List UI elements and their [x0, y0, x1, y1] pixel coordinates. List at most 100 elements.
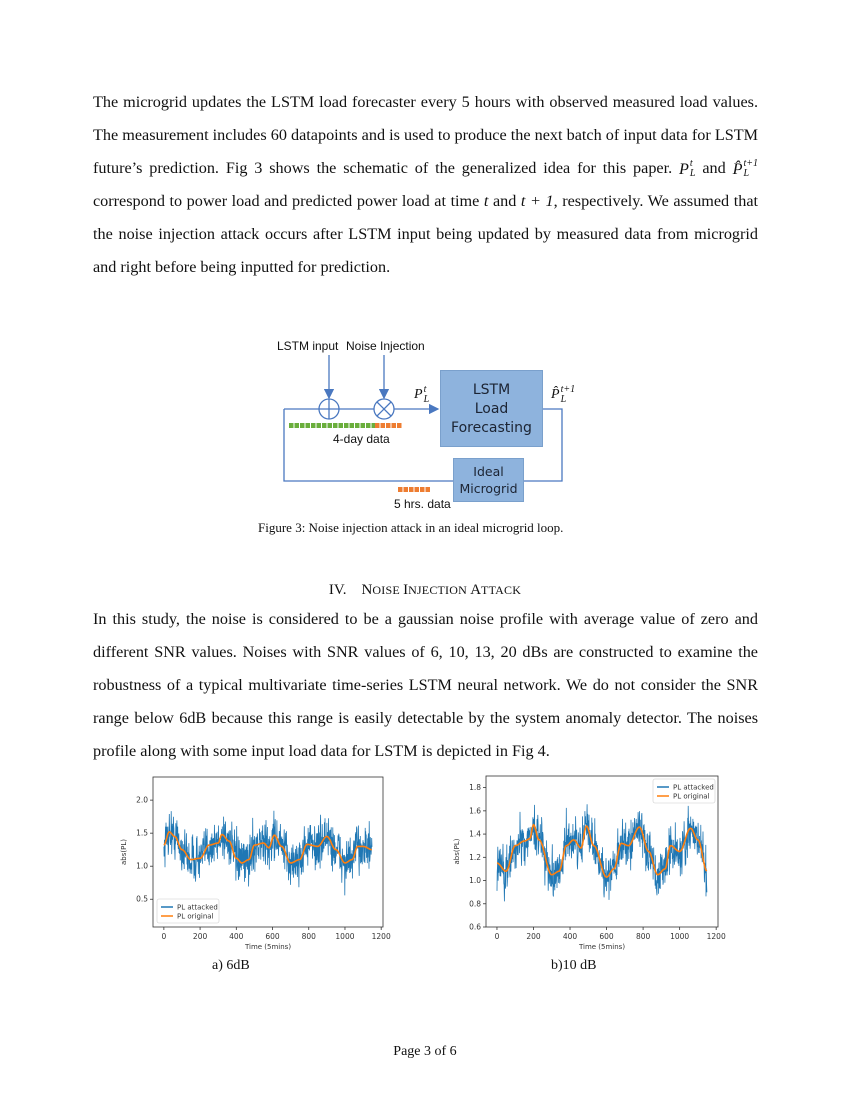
ideal-microgrid-box: Ideal Microgrid: [453, 458, 524, 502]
data-segment: [391, 423, 396, 428]
data-segment: [425, 487, 430, 492]
data-segment: [344, 423, 349, 428]
series-pl-attacked: [496, 804, 708, 902]
data-segment: [420, 487, 425, 492]
math-t: t: [483, 192, 489, 210]
series-pl-attacked: [163, 810, 373, 896]
data-segment: [380, 423, 385, 428]
legend-label: PL original: [177, 913, 214, 921]
plot-frame: [485, 775, 719, 928]
x-axis-label: Time (5mins): [244, 943, 291, 950]
y-axis-label: abs(PL): [453, 838, 461, 864]
x-tick-label: 600: [265, 932, 280, 941]
x-tick-label: 200: [526, 932, 541, 941]
data-segment: [371, 423, 376, 428]
x-tick-label: 400: [229, 932, 244, 941]
x-tick-label: 0: [495, 932, 500, 941]
chart-6db: 0 200 400 600 800 1000 1200 0.5 1.0 1.5 2.0 Time (5…: [120, 776, 391, 950]
y-tick-label: 0.8: [469, 899, 481, 908]
y-tick-label: 1.2: [469, 853, 481, 862]
data-segment: [305, 423, 310, 428]
x-axis-label: Time (5mins): [578, 943, 625, 950]
text: and: [695, 159, 733, 177]
data-segment: [327, 423, 332, 428]
y-tick-label: 1.0: [136, 862, 148, 871]
data-segment: [360, 423, 365, 428]
data-segment: [375, 423, 380, 428]
x-tick-label: 1000: [335, 932, 354, 941]
math-PhatLt1-label: P̂ t+1 L: [551, 384, 576, 405]
data-segment: [397, 423, 402, 428]
legend-label: PL attacked: [673, 784, 714, 792]
x-tick-label: 800: [636, 932, 651, 941]
y-tick-label: 0.5: [136, 895, 148, 904]
legend-label: PL attacked: [177, 904, 218, 912]
label-lstm-input: LSTM input: [277, 339, 339, 353]
data-segment: [311, 423, 316, 428]
y-tick-label: 1.0: [469, 876, 481, 885]
data-segment: [349, 423, 354, 428]
data-segment: [294, 423, 299, 428]
x-tick-label: 400: [563, 932, 578, 941]
label-5hrs-data: 5 hrs. data: [394, 497, 451, 511]
series-pl-original: [496, 823, 708, 878]
text: , respectively. We assumed that the nois…: [93, 192, 758, 276]
label-noise-injection: Noise Injection: [346, 339, 425, 353]
y-tick-label: 1.6: [469, 806, 481, 815]
math-t-plus-1: t + 1: [520, 192, 554, 210]
legend-label: PL original: [673, 793, 710, 801]
diagram-lines: [283, 355, 563, 492]
legend-box: [652, 778, 716, 804]
page-number: Page 3 of 6: [393, 1044, 457, 1059]
data-bars: [289, 423, 430, 492]
data-segment: [414, 487, 419, 492]
legend-box: [156, 898, 220, 924]
plot-frame: [152, 776, 384, 928]
data-segment: [338, 423, 343, 428]
y-axis-label: abs(PL): [120, 839, 128, 865]
chart-10db: 0 200 400 600 800 1000 1200 0.6 0.8 1.0 1.2 1.4 1.6 1…: [453, 775, 726, 950]
y-tick-label: 0.6: [469, 923, 481, 932]
noise-attack-paragraph: In this study, the noise is considered t…: [93, 610, 758, 760]
subcaption-b: b)10 dB: [551, 958, 597, 973]
x-tick-label: 1200: [707, 932, 726, 941]
text: correspond to power load and predicted p…: [93, 192, 484, 210]
x-tick-label: 200: [193, 932, 208, 941]
feedback-line: [524, 408, 563, 482]
figure-3-caption: Figure 3: Noise injection attack in an i…: [258, 520, 564, 535]
data-segment: [355, 423, 360, 428]
text: The microgrid updates the LSTM load fore…: [93, 93, 758, 177]
data-segment: [386, 423, 391, 428]
data-segment: [289, 423, 294, 428]
multiply-junction-icon: [373, 398, 395, 420]
loop-line: [283, 409, 453, 482]
x-tick-label: 1000: [670, 932, 689, 941]
text: and: [488, 192, 521, 210]
series-pl-original: [163, 831, 372, 864]
intro-paragraph: The microgrid updates the LSTM load fore…: [93, 86, 758, 284]
y-tick-label: 2.0: [136, 796, 148, 805]
data-segment: [316, 423, 321, 428]
data-segment: [398, 487, 403, 492]
sum-junction-icon: [318, 398, 340, 420]
y-tick-label: 1.4: [469, 830, 481, 839]
x-tick-label: 800: [302, 932, 317, 941]
data-segment: [322, 423, 327, 428]
data-segment: [403, 487, 408, 492]
x-tick-label: 0: [161, 932, 166, 941]
label-4day-data: 4-day data: [333, 432, 390, 446]
data-segment: [409, 487, 414, 492]
y-tick-label: 1.5: [136, 829, 148, 838]
math-PhatLt1: P̂ t+1 L: [732, 158, 758, 180]
lstm-load-forecasting-box: LSTM Load Forecasting: [440, 370, 543, 447]
subcaption-a: a) 6dB: [212, 958, 250, 973]
data-segment: [333, 423, 338, 428]
x-tick-label: 600: [599, 932, 614, 941]
data-segment: [366, 423, 371, 428]
y-tick-label: 1.8: [469, 783, 481, 792]
section-heading: IV. NOISE INJECTION ATTACK: [328, 582, 522, 598]
x-tick-label: 1200: [372, 932, 391, 941]
data-segment: [300, 423, 305, 428]
